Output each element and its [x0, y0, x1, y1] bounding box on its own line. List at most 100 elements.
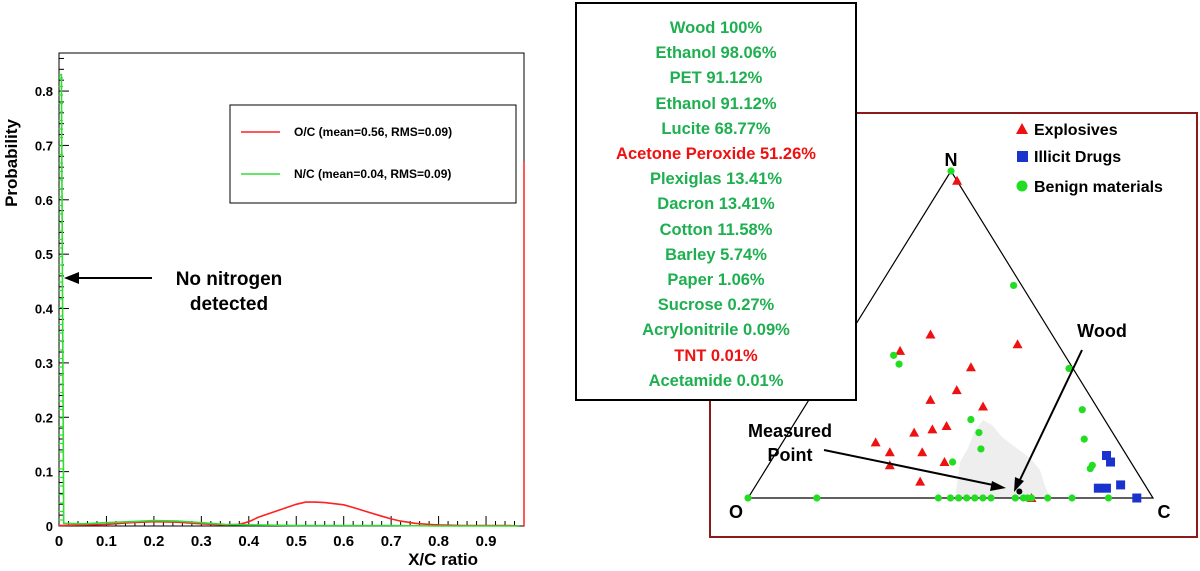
y-tick-label: 0.2	[35, 410, 53, 425]
explosive-point	[870, 437, 881, 447]
wood-arrow-head	[1014, 477, 1024, 492]
match-item: Wood 100%	[669, 19, 763, 37]
legend: O/C (mean=0.56, RMS=0.09) N/C (mean=0.04…	[229, 104, 517, 204]
explosive-point	[951, 385, 962, 395]
x-tick-label: 0	[55, 533, 63, 550]
benign-point	[1078, 406, 1086, 414]
explosive-point	[965, 362, 976, 372]
benign-point	[977, 445, 985, 453]
explosive-point	[884, 447, 895, 457]
benign-point	[1065, 364, 1073, 373]
explosive-point	[925, 329, 936, 339]
match-item: TNT 0.01%	[674, 346, 758, 365]
explosive-point	[939, 457, 950, 467]
legend-square-marker	[1017, 151, 1028, 162]
match-item: Barley 5.74%	[665, 245, 767, 264]
benign-point	[1010, 281, 1018, 290]
y-tick-label: 0	[46, 519, 53, 534]
benign-point	[934, 494, 942, 502]
legend-label-nc: N/C (mean=0.04, RMS=0.09)	[294, 167, 451, 181]
oc-series-line	[58, 501, 520, 527]
ternary-legend: Explosives Illicit Drugs Benign material…	[1016, 122, 1163, 196]
benign-point	[890, 351, 898, 359]
x-tick-label: 0.7	[381, 533, 402, 550]
benign-point	[1011, 494, 1019, 502]
match-item: Acetamide 0.01%	[648, 371, 784, 390]
vertex-label-o: O	[729, 502, 743, 522]
benign-point	[967, 415, 975, 424]
cloud-region	[955, 420, 1050, 498]
explosive-point	[917, 447, 928, 457]
explosive-point	[952, 175, 963, 185]
legend-triangle-marker	[1016, 123, 1028, 134]
benign-point	[947, 167, 955, 175]
benign-point	[971, 494, 979, 502]
match-item: Ethanol 91.12%	[655, 94, 777, 113]
benign-point	[1080, 435, 1088, 443]
explosive-point	[909, 427, 920, 437]
legend-label-benign-materials: Benign materials	[1034, 179, 1163, 196]
x-tick-label: 0.5	[286, 533, 307, 550]
annotation-line-2: detected	[190, 294, 268, 315]
match-item: Ethanol 98.06%	[655, 44, 777, 63]
drug-point	[1132, 493, 1142, 503]
legend-label-illicit-drugs: Illicit Drugs	[1034, 149, 1121, 166]
x-tick-label: 0.4	[238, 533, 260, 550]
match-item: Lucite 68.77%	[661, 119, 771, 138]
benign-point	[946, 494, 955, 502]
ternary-points	[744, 167, 1142, 503]
explosive-point	[927, 424, 938, 434]
x-tick-label: 0.1	[96, 533, 117, 550]
series-group	[58, 73, 525, 527]
explosive-point	[895, 345, 906, 355]
explosive-point	[1012, 339, 1023, 349]
benign-point	[895, 360, 903, 368]
benign-point	[1068, 494, 1076, 502]
drug-point	[1106, 457, 1116, 467]
nc-series-line	[59, 73, 520, 527]
benign-point	[948, 458, 957, 466]
y-tick-label: 0.3	[35, 356, 53, 371]
x-tick-label: 0.8	[428, 533, 449, 550]
y-tick-label: 0.1	[35, 465, 53, 480]
x-axis-label: X/C ratio	[408, 550, 478, 569]
explosive-point	[884, 460, 895, 470]
match-item: Cotton 11.58%	[659, 220, 773, 239]
benign-point	[979, 494, 987, 502]
benign-point	[987, 494, 995, 502]
measured-arrow	[823, 449, 999, 487]
arrow-head	[64, 272, 79, 284]
benign-point	[1086, 464, 1094, 473]
y-tick-label: 0.5	[35, 247, 53, 262]
match-item: Dacron 13.41%	[657, 195, 775, 214]
x-tick-label: 0.9	[476, 533, 497, 550]
match-item: Sucrose 0.27%	[657, 296, 775, 315]
benign-point	[1023, 494, 1032, 502]
explosive-point	[978, 401, 989, 411]
drug-point	[1101, 483, 1111, 493]
benign-point	[975, 429, 983, 437]
histogram-chart: 0 0.1 0.2 0.3 0.4 0.5 0.6 0.7 0.8 0 0.1 0.2 0.3 0.4 0…	[2, 52, 525, 569]
match-item: Acrylonitrile 0.09%	[642, 321, 790, 340]
explosive-point	[925, 394, 936, 404]
x-tick-label: 0.2	[143, 533, 164, 550]
no-nitrogen-annotation: No nitrogen detected	[64, 269, 282, 315]
x-tick-label: 0.6	[333, 533, 354, 550]
legend-circle-marker	[1016, 180, 1028, 192]
wood-label: Wood	[1077, 321, 1127, 341]
explosive-point	[941, 421, 952, 431]
benign-point	[744, 494, 752, 502]
benign-point	[1104, 494, 1113, 502]
drug-point	[1101, 450, 1111, 460]
legend-label-oc: O/C (mean=0.56, RMS=0.09)	[294, 125, 452, 139]
match-item: Acetone Peroxide 51.26%	[616, 145, 816, 164]
measured-label-2: Point	[768, 445, 813, 465]
benign-point	[963, 494, 971, 502]
measured-point	[1016, 488, 1023, 495]
wood-annotation: Wood	[1014, 321, 1127, 492]
legend-label-explosives: Explosives	[1034, 122, 1118, 139]
match-list-box: Wood 100% Ethanol 98.06% PET 91.12% Ethanol…	[575, 2, 857, 401]
drug-point	[1093, 483, 1103, 493]
y-tick-label: 0.4	[35, 302, 54, 317]
legend-box	[229, 104, 517, 204]
